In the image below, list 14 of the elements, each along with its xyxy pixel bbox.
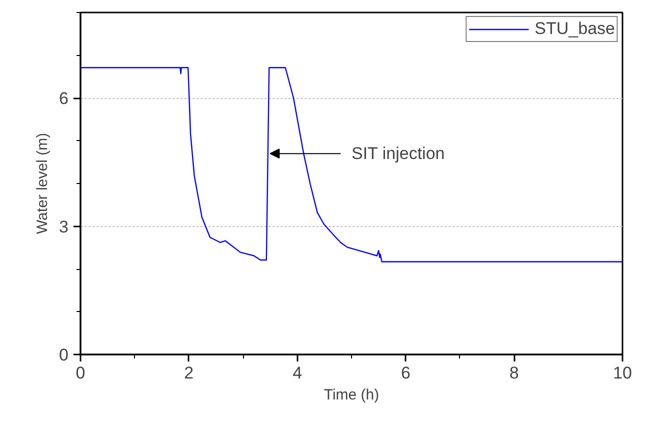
x-tick-label: 10 bbox=[613, 364, 632, 382]
x-tick-label: 8 bbox=[509, 364, 519, 382]
x-tick-label: 0 bbox=[76, 364, 86, 382]
x-axis-title: Time (h) bbox=[324, 386, 380, 404]
x-tick-label: 4 bbox=[292, 364, 302, 382]
y-tick-label: 6 bbox=[59, 89, 69, 108]
y-tick-label: 3 bbox=[59, 217, 69, 236]
x-tick-label: 6 bbox=[400, 364, 410, 382]
legend-label: STU_base bbox=[534, 19, 615, 39]
line-series bbox=[80, 67, 622, 262]
annotation: SIT injection bbox=[352, 144, 445, 164]
y-tick-label: 0 bbox=[59, 346, 69, 364]
x-tick-label: 2 bbox=[184, 364, 194, 382]
y-axis-title: Water level (m) bbox=[34, 132, 52, 234]
